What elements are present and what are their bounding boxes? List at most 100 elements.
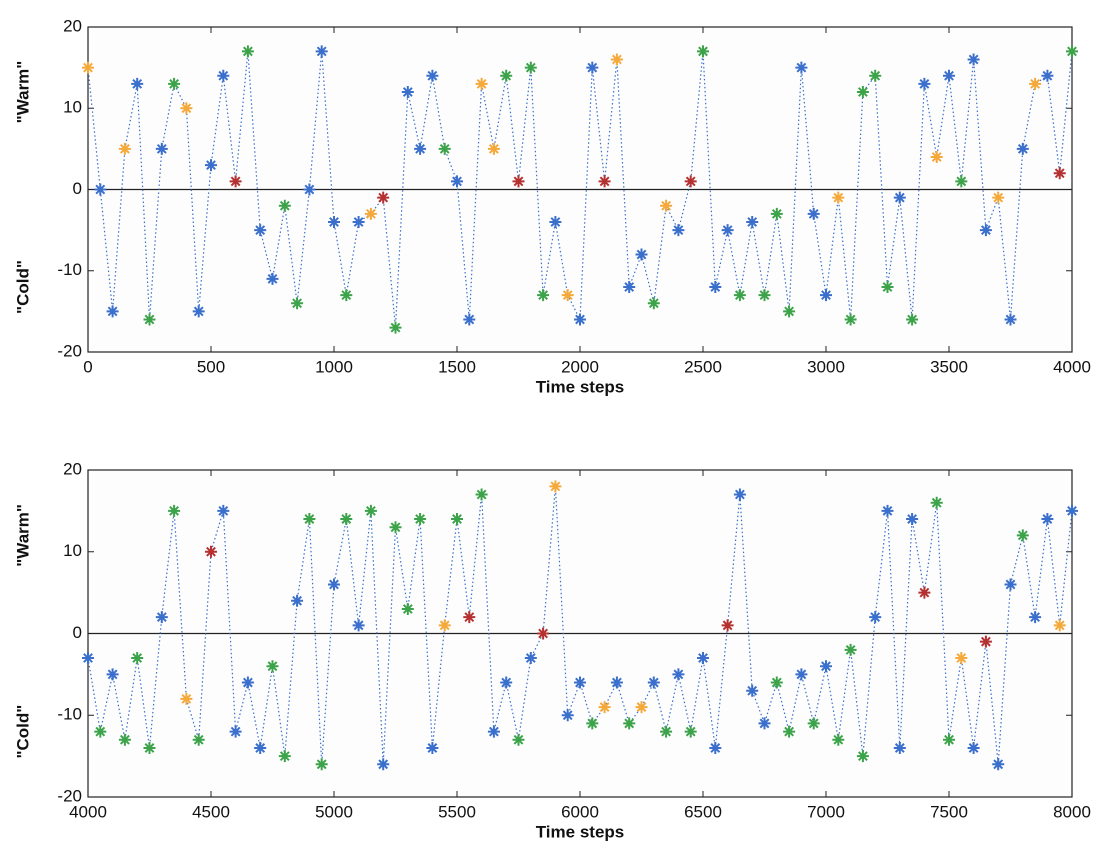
asterisk-marker — [426, 69, 439, 82]
y-tick-label: -10 — [57, 705, 82, 724]
asterisk-marker — [795, 61, 808, 74]
asterisk-marker — [401, 86, 414, 98]
y-label-top: "Warm" — [13, 504, 32, 567]
asterisk-marker — [869, 69, 882, 82]
asterisk-marker — [1016, 142, 1029, 155]
series-line — [87, 486, 1073, 765]
asterisk-marker — [844, 643, 857, 656]
x-tick-label: 6500 — [684, 802, 722, 821]
asterisk-marker — [930, 496, 943, 509]
asterisk-marker — [266, 272, 279, 285]
asterisk-marker — [229, 725, 242, 738]
asterisk-marker — [635, 248, 648, 261]
y-tick-label: 10 — [63, 541, 82, 560]
asterisk-marker — [955, 175, 968, 188]
asterisk-marker — [746, 684, 759, 697]
asterisk-marker — [697, 45, 709, 58]
asterisk-marker — [414, 142, 427, 155]
asterisk-marker — [377, 191, 390, 204]
asterisk-marker — [758, 717, 771, 730]
asterisk-marker — [733, 488, 746, 501]
asterisk-marker — [906, 513, 919, 526]
asterisk-marker — [512, 175, 525, 188]
asterisk-marker — [278, 199, 291, 212]
asterisk-marker — [807, 717, 820, 730]
asterisk-marker — [364, 504, 377, 517]
asterisk-marker — [377, 758, 390, 771]
asterisk-marker — [303, 513, 316, 526]
x-tick-label: 6000 — [561, 802, 599, 821]
asterisk-marker — [131, 652, 144, 665]
asterisk-marker — [155, 142, 168, 155]
asterisk-marker — [340, 289, 353, 302]
y-label-bottom: "Cold" — [13, 705, 32, 759]
asterisk-marker — [783, 725, 796, 738]
asterisk-marker — [205, 545, 217, 558]
asterisk-marker — [131, 77, 144, 90]
asterisk-marker — [1041, 69, 1054, 82]
asterisk-marker — [414, 513, 427, 526]
asterisk-marker — [893, 741, 906, 754]
asterisk-marker — [979, 635, 992, 648]
asterisk-marker — [672, 668, 685, 681]
asterisk-marker — [94, 183, 107, 196]
asterisk-marker — [979, 224, 992, 237]
asterisk-marker — [758, 289, 771, 302]
asterisk-marker — [500, 676, 513, 689]
asterisk-marker — [660, 725, 673, 738]
y-tick-label: 0 — [73, 623, 82, 642]
asterisk-marker — [217, 69, 230, 82]
asterisk-marker — [770, 207, 783, 220]
y-tick-label: -10 — [57, 260, 82, 279]
asterisk-marker — [918, 586, 931, 599]
asterisk-marker — [955, 652, 968, 665]
asterisk-marker — [647, 676, 660, 689]
asterisk-marker — [635, 701, 648, 714]
asterisk-marker — [795, 668, 808, 681]
asterisk-marker — [463, 313, 476, 326]
asterisk-marker — [180, 102, 193, 115]
asterisk-marker — [155, 611, 168, 624]
asterisk-marker — [364, 207, 377, 220]
asterisk-marker — [967, 53, 980, 66]
asterisk-marker — [721, 619, 734, 632]
asterisk-marker — [943, 733, 955, 746]
y-tick-label: 0 — [73, 179, 82, 198]
asterisk-marker — [856, 750, 869, 763]
asterisk-marker — [192, 305, 205, 318]
asterisk-marker — [500, 69, 513, 82]
asterisk-marker — [217, 504, 230, 517]
asterisk-marker — [598, 175, 611, 188]
asterisk-marker — [1053, 619, 1066, 632]
asterisk-marker — [881, 504, 894, 517]
asterisk-marker — [118, 733, 131, 746]
x-tick-label: 7000 — [807, 802, 845, 821]
x-axis-label: Time steps — [536, 822, 625, 841]
asterisk-marker — [561, 289, 574, 302]
asterisk-marker — [106, 305, 119, 318]
asterisk-marker — [451, 513, 463, 526]
asterisk-marker — [168, 77, 181, 90]
x-tick-label: 2000 — [561, 357, 599, 376]
asterisk-marker — [401, 602, 414, 615]
asterisk-marker — [512, 733, 525, 746]
asterisk-marker — [746, 216, 759, 228]
asterisk-marker — [168, 504, 181, 517]
asterisk-marker — [1041, 513, 1054, 526]
x-tick-label: 5500 — [438, 802, 476, 821]
asterisk-marker — [291, 594, 304, 607]
asterisk-marker — [291, 297, 304, 310]
asterisk-marker — [869, 611, 882, 624]
asterisk-marker — [856, 86, 869, 98]
asterisk-marker — [340, 513, 353, 526]
asterisk-marker — [623, 717, 636, 730]
asterisk-marker — [82, 61, 94, 74]
asterisk-marker — [106, 668, 119, 681]
asterisk-marker — [943, 69, 955, 82]
asterisk-marker — [660, 199, 673, 212]
asterisk-marker — [598, 701, 611, 714]
asterisk-marker — [315, 45, 328, 58]
asterisk-marker — [807, 207, 820, 220]
asterisk-marker — [684, 725, 697, 738]
asterisk-marker — [463, 611, 476, 624]
